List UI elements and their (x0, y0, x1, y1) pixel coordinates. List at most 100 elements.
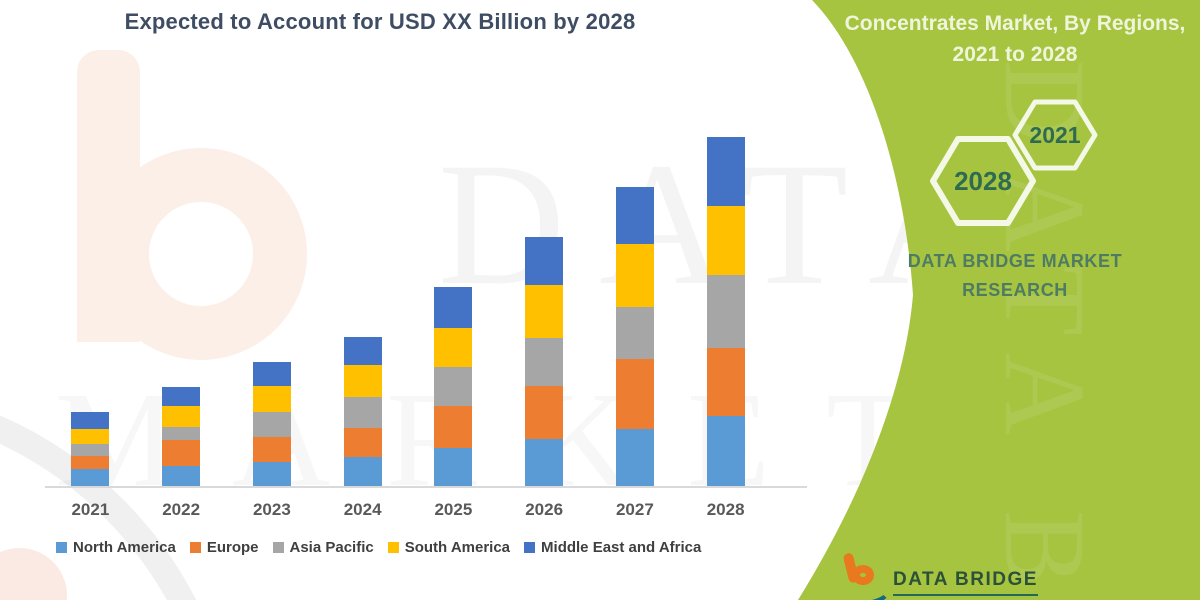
panel-heading-line2: 2021 to 2028 (952, 43, 1078, 66)
x-axis-label-2026: 2026 (525, 500, 564, 519)
bar-segment-north-america (434, 448, 473, 487)
brand-text-line2: RESEARCH (962, 280, 1068, 300)
bar-segment-south-america (71, 429, 110, 444)
hexagon-2028-badge (930, 136, 1036, 226)
bar-segment-north-america (71, 469, 110, 487)
panel-heading-line1: Concentrates Market, By Regions, (844, 12, 1186, 35)
legend-item-middle-east-and-africa: Middle East and Africa (524, 539, 701, 556)
panel-heading: Concentrates Market, By Regions, 2021 to… (830, 8, 1200, 70)
bar-slot-2022 (136, 387, 227, 487)
legend-swatch-europe (189, 542, 201, 553)
bar-slot-2023 (227, 362, 318, 487)
stacked-bar-2027 (615, 187, 654, 487)
hexagon-2028-label: 2028 (954, 166, 1012, 196)
bar-segment-north-america (252, 462, 291, 487)
bar-segment-north-america (343, 457, 382, 487)
legend-item-south-america: South America (387, 539, 511, 556)
bar-segment-europe (525, 386, 564, 439)
bar-segment-asia-pacific (71, 444, 110, 456)
legend-label-asia-pacific: Asia Pacific (289, 539, 374, 556)
legend-item-europe: Europe (189, 539, 259, 556)
bar-segment-asia-pacific (525, 338, 564, 386)
hexagon-year-badges: 2021 2028 (930, 99, 1098, 226)
bar-segment-north-america (615, 429, 654, 487)
x-axis-label-2024: 2024 (343, 500, 382, 519)
bar-segment-asia-pacific (615, 307, 654, 359)
bar-segment-europe (343, 428, 382, 457)
chart-legend: North America Europe Asia Pacific South Ame… (56, 539, 701, 556)
bar-slot-2027 (590, 187, 681, 487)
x-axis-label-2021: 2021 (71, 500, 110, 519)
bar-segment-asia-pacific (162, 427, 201, 440)
bar-segment-asia-pacific (252, 412, 291, 437)
plot-area (45, 95, 771, 487)
hexagon-2021-badge (1012, 99, 1098, 171)
legend-swatch-north-america (56, 542, 67, 553)
data-bridge-logo (840, 551, 892, 600)
side-panel: DATA BRIDGE Concentrates Market, By Regi… (780, 0, 1200, 600)
legend-swatch-middle-east-and-africa (524, 542, 536, 553)
chart-title: Expected to Account for USD XX Billion b… (124, 9, 636, 34)
bar-segment-middle-east-and-africa (434, 287, 473, 328)
bar-segment-asia-pacific (434, 367, 473, 406)
x-axis-label-2023: 2023 (252, 500, 291, 519)
bar-segment-middle-east-and-africa (615, 187, 654, 244)
legend-item-asia-pacific: Asia Pacific (272, 539, 374, 556)
bar-segment-south-america (343, 365, 382, 397)
bar-segment-europe (434, 406, 473, 448)
bar-segment-north-america (525, 439, 564, 487)
bar-slot-2026 (499, 237, 590, 487)
brand-text-block: DATA BRIDGE MARKET RESEARCH (830, 247, 1200, 305)
x-axis-label-2028: 2028 (706, 500, 745, 519)
bar-segment-middle-east-and-africa (343, 337, 382, 365)
stacked-bar-2026 (525, 237, 564, 487)
x-axis-label-2027: 2027 (615, 500, 654, 519)
bar-slot-2024 (317, 337, 408, 487)
bar-segment-north-america (162, 466, 201, 487)
legend-swatch-south-america (387, 542, 399, 553)
bar-segment-south-america (434, 328, 473, 367)
legend-swatch-asia-pacific (272, 542, 284, 553)
bar-segment-middle-east-and-africa (252, 362, 291, 386)
bar-segment-europe (71, 456, 110, 469)
bar-segment-south-america (525, 285, 564, 338)
logo-bowl-shape (852, 565, 874, 585)
bar-segment-middle-east-and-africa (71, 412, 110, 429)
legend-item-north-america: North America (56, 539, 176, 556)
stacked-bar-2028 (706, 137, 745, 487)
stacked-bar-chart: 2021 2022 2023 2024 2025 2026 2027 2028 (45, 95, 771, 520)
x-axis-label-2025: 2025 (434, 500, 473, 519)
x-axis-label-2022: 2022 (162, 500, 201, 519)
bar-segment-asia-pacific (343, 397, 382, 428)
footer-brand-name: DATA BRIDGE (893, 569, 1038, 596)
bar-segment-middle-east-and-africa (525, 237, 564, 285)
legend-label-middle-east-and-africa: Middle East and Africa (541, 539, 702, 556)
stacked-bar-2021 (71, 412, 110, 487)
bar-segment-middle-east-and-africa (706, 137, 745, 206)
bar-segment-south-america (615, 244, 654, 307)
bar-segment-europe (252, 437, 291, 462)
hexagon-2021-label: 2021 (1029, 122, 1080, 148)
brand-text-line1: DATA BRIDGE MARKET (907, 251, 1123, 271)
bar-segment-south-america (706, 206, 745, 275)
stacked-bar-2025 (434, 287, 473, 487)
bar-slot-2025 (408, 287, 499, 487)
bar-segment-europe (615, 359, 654, 429)
bar-segment-asia-pacific (706, 275, 745, 348)
bar-segment-europe (706, 348, 745, 416)
bar-segment-europe (162, 440, 201, 466)
legend-label-south-america: South America (404, 539, 511, 556)
bar-segment-middle-east-and-africa (162, 387, 201, 406)
bar-slot-2028 (680, 137, 771, 487)
legend-label-europe: Europe (206, 539, 259, 556)
legend-label-north-america: North America (73, 539, 176, 556)
bar-segment-north-america (706, 416, 745, 487)
stacked-bar-2024 (343, 337, 382, 487)
stacked-bar-2023 (252, 362, 291, 487)
stacked-bar-2022 (162, 387, 201, 487)
x-axis-line (45, 486, 807, 488)
bar-segment-south-america (252, 386, 291, 412)
bar-slot-2021 (45, 412, 136, 487)
